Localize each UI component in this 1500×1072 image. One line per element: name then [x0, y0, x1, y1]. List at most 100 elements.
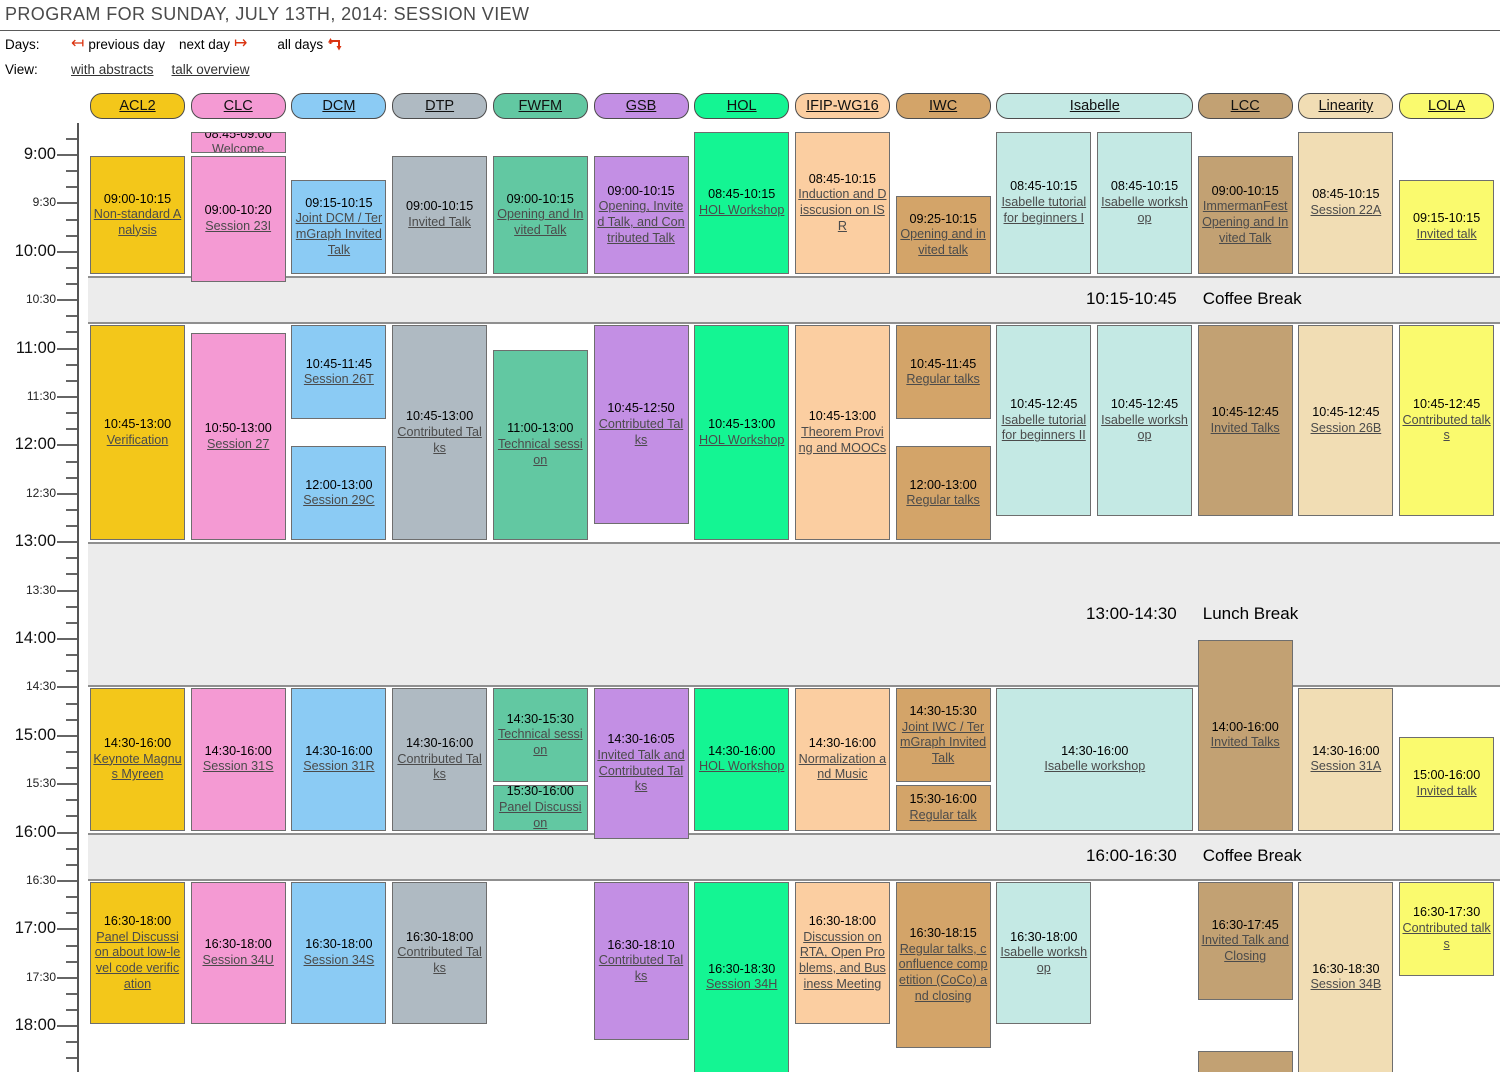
track-header-hol[interactable]: HOL	[694, 93, 790, 119]
track-header-lcc[interactable]: LCC	[1197, 93, 1293, 119]
track-header-acl2[interactable]: ACL2	[90, 93, 185, 119]
break-band	[88, 276, 1500, 325]
track-header-gsb[interactable]: GSB	[593, 93, 689, 119]
session-title-link[interactable]: Discussion on RTA, Open Problems, and Bu…	[798, 929, 886, 991]
session-title-link[interactable]: HOL Workshop	[698, 759, 785, 774]
axis-tick	[66, 912, 77, 915]
session-title-link[interactable]: Isabelle workshop	[1101, 195, 1188, 225]
session-title-link[interactable]: Session 34B	[1310, 977, 1382, 992]
session-title-link[interactable]: Session 34U	[202, 953, 274, 968]
session-title-link[interactable]: Invited Talk	[408, 215, 471, 229]
previous-day-link[interactable]: ↤ previous day	[71, 35, 165, 52]
session-time: 12:00-13:00	[909, 477, 977, 492]
talk-overview-link[interactable]: talk overview	[171, 62, 250, 77]
session-title-link[interactable]: Invited Talks	[1210, 735, 1280, 750]
session-title-link[interactable]: Contributed Talks	[397, 751, 482, 782]
session-time: 16:30-17:30	[1412, 905, 1481, 920]
track-header-iwc[interactable]: IWC	[895, 93, 991, 119]
session-title-link[interactable]: Contributed talks	[1402, 921, 1491, 951]
track-header-dtp[interactable]: DTP	[392, 93, 488, 119]
session-title-link[interactable]: Regular talks, confluence competition (C…	[898, 941, 988, 1003]
session-title-link[interactable]: HOL Workshop	[698, 432, 785, 447]
session-title-link[interactable]: Session 27	[207, 436, 270, 451]
session-title-link[interactable]: Session 34S	[303, 953, 375, 968]
session-block: 10:50-13:00 Session 27	[190, 333, 286, 541]
session-title-link[interactable]: Keynote Magnus Myreen	[93, 751, 182, 782]
track-header-lola[interactable]: LOLA	[1399, 93, 1495, 119]
session-title-link[interactable]: Joint IWC / TermGraph Invited Talk	[900, 719, 987, 765]
session-title-link[interactable]: HOL Workshop	[698, 202, 785, 217]
session-time: 16:30-18:00	[1010, 929, 1078, 944]
axis-tick	[66, 508, 77, 511]
session-title-link[interactable]: Session 31R	[303, 759, 375, 774]
session-title-link[interactable]: Technical session	[497, 437, 583, 467]
session-title-link[interactable]: Joint DCM / TermGraph Invited Talk	[295, 211, 383, 257]
session-title-link[interactable]: Session 23I	[205, 219, 272, 234]
session-title-link[interactable]: Panel Discussion	[499, 800, 582, 830]
track-header-dcm[interactable]: DCM	[291, 93, 387, 119]
session-title-link[interactable]: Contributed Talks	[397, 945, 482, 975]
session-time: 14:30-16:00	[1061, 743, 1129, 758]
tick-label: 17:00	[14, 919, 56, 938]
track-header-linearity[interactable]: Linearity	[1298, 93, 1394, 119]
session-title-link[interactable]: Isabelle workshop	[1101, 412, 1188, 443]
with-abstracts-link[interactable]: with abstracts	[71, 62, 154, 77]
session-title-link[interactable]: Contributed Talks	[598, 416, 684, 447]
session-title-link[interactable]: Theorem Proving and MOOCs	[798, 424, 887, 455]
session-block: 14:30-15:30 Technical session	[492, 688, 588, 783]
session-title-link[interactable]: Isabelle workshop	[1044, 759, 1146, 774]
session-title-link[interactable]: Opening and Invited Talk	[497, 207, 584, 237]
track-header-fwfm[interactable]: FWFM	[492, 93, 588, 119]
session-title-link[interactable]: Induction and Disscusion on ISR	[798, 187, 887, 233]
session-title-link[interactable]: Non-standard Analysis	[93, 207, 182, 237]
session-time: 14:30-15:30	[909, 704, 977, 719]
session-title-link[interactable]: Opening and invited talk	[900, 227, 986, 257]
session-title-link[interactable]: Contributed Talks	[397, 424, 482, 455]
session-title-link[interactable]: Isabelle tutorial for beginners II	[1001, 412, 1087, 443]
session-title-link[interactable]: Normalization and Music	[798, 751, 887, 782]
session-title-link[interactable]: Session 31A	[1310, 759, 1382, 774]
track-header-clc[interactable]: CLC	[190, 93, 286, 119]
session-title-link[interactable]: Session 34H	[705, 977, 778, 992]
session-block: 08:45-09:00 Welcome	[190, 131, 286, 153]
session-time: 09:00-10:15	[607, 183, 675, 198]
session-time: 14:30-16:00	[808, 736, 876, 751]
session-time: 16:30-18:15	[909, 926, 977, 941]
track-header-ifip[interactable]: IFIP-WG16	[794, 93, 890, 119]
all-days-link[interactable]: all days	[277, 37, 342, 52]
session-title-link[interactable]: Regular talk	[909, 807, 977, 822]
session-title-link[interactable]: Invited Talk and Contributed Talks	[597, 747, 685, 794]
session-block: 14:30-16:00 Session 31S	[190, 688, 286, 831]
session-title-link[interactable]: Invited Talk and Closing	[1201, 933, 1289, 963]
session-time: 10:45-12:45	[1110, 397, 1179, 412]
session-title-link[interactable]: Invited talk	[1416, 227, 1477, 242]
session-title-link[interactable]: Panel Discussion about low-level code ve…	[94, 929, 181, 991]
session-title-link[interactable]: Technical session	[497, 727, 583, 758]
session-title-link[interactable]: Isabelle workshop	[1000, 945, 1088, 975]
session-title-link[interactable]: Session 22A	[1310, 202, 1382, 217]
session-title-link[interactable]: Isabelle tutorial for beginners I	[1001, 195, 1087, 225]
session-title-link[interactable]: Invited Talks	[1210, 420, 1280, 435]
session-title-link[interactable]: Opening, Invited Talk, and Contributed T…	[597, 199, 685, 245]
session-title-link[interactable]: Session 31S	[202, 759, 274, 774]
session-title-link[interactable]: Regular talks	[906, 493, 980, 508]
axis-tick	[57, 638, 77, 640]
session-title-link[interactable]: Session 29C	[303, 493, 375, 508]
session-block: 12:00-13:00 Session 29C	[291, 446, 387, 541]
session-title-link[interactable]: Invited talk	[1416, 783, 1477, 798]
track-header-isabelle[interactable]: Isabelle	[996, 93, 1194, 119]
session-time: 09:00-10:15	[103, 191, 172, 206]
session-title-link[interactable]: Session 26B	[1310, 420, 1382, 435]
session-title-link[interactable]: Contributed talks	[1402, 412, 1491, 443]
session-title-link[interactable]: Welcome	[212, 142, 265, 153]
axis-tick	[57, 396, 77, 398]
session-block: 09:00-10:15 Opening, Invited Talk, and Co…	[593, 156, 689, 274]
next-day-link[interactable]: next day ↦	[178, 35, 248, 52]
session-title-link[interactable]: Session 26T	[303, 372, 374, 387]
axis-tick	[57, 734, 77, 737]
session-title-link[interactable]: ImmermanFest Opening and Invited Talk	[1202, 199, 1289, 245]
session-title-link[interactable]: Verification	[106, 432, 169, 447]
session-title-link[interactable]: Contributed Talks	[598, 953, 684, 983]
session-title-link[interactable]: Regular talks	[906, 372, 980, 387]
